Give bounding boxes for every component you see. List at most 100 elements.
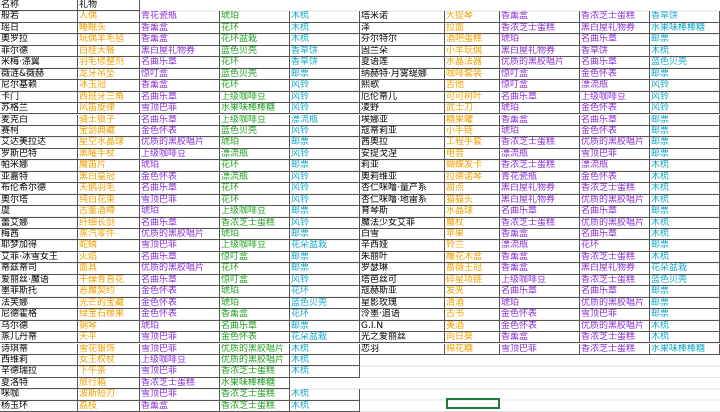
cell[interactable]: 木梳 bbox=[290, 22, 360, 35]
cell[interactable]: 酒吧蛋糕 bbox=[445, 34, 500, 46]
cell[interactable]: 漂流瓶 bbox=[500, 240, 580, 252]
cell[interactable]: 金色怀表 bbox=[140, 286, 220, 298]
cell[interactable]: 火焰 bbox=[78, 251, 140, 264]
cell[interactable]: 名曲乐章 bbox=[500, 91, 580, 104]
cell[interactable]: 风铃 bbox=[650, 80, 720, 92]
cell[interactable]: 漂流瓶 bbox=[220, 148, 290, 161]
cell[interactable]: 旅行箱 bbox=[78, 377, 140, 390]
cell[interactable]: 恋羽 bbox=[360, 343, 445, 355]
cell[interactable]: 雪顶巴菲 bbox=[140, 240, 220, 252]
cell[interactable]: 女王权杖 bbox=[78, 354, 140, 367]
cell[interactable]: 金色怀表 bbox=[580, 103, 650, 115]
cell[interactable]: 木梳 bbox=[650, 45, 720, 58]
cell[interactable]: 杏仁咪噜·量产系 bbox=[360, 183, 445, 195]
cell[interactable]: 优质的黑胶唱片 bbox=[140, 229, 220, 241]
cell[interactable]: 优质的黑胶唱片 bbox=[220, 343, 290, 355]
cell[interactable]: G.I.N bbox=[360, 320, 445, 333]
cell[interactable]: 风铃 bbox=[290, 171, 360, 184]
cell[interactable]: 名曲乐章 bbox=[140, 183, 220, 195]
cell[interactable]: 漂流瓶 bbox=[580, 160, 650, 172]
cell[interactable]: 黑白屋礼物券 bbox=[140, 45, 220, 58]
cell[interactable]: 电音 bbox=[445, 148, 500, 161]
cell[interactable]: 名曲乐章 bbox=[140, 251, 220, 264]
cell[interactable]: 香薰盒 bbox=[500, 229, 580, 241]
cell[interactable]: 蕾艾娜 bbox=[0, 217, 78, 229]
cell[interactable]: 绿宝石橡果 bbox=[78, 309, 140, 321]
cell[interactable]: 卡门 bbox=[0, 91, 78, 104]
cell[interactable]: 风铃 bbox=[650, 91, 720, 104]
cell[interactable]: 碎星项链 bbox=[445, 274, 500, 287]
cell[interactable]: 香浓芝士蛋糕 bbox=[580, 332, 650, 344]
cell[interactable]: 水晶法器 bbox=[445, 57, 500, 69]
cell[interactable]: 小羊玩偶 bbox=[445, 45, 500, 58]
cell[interactable]: 琥珀 bbox=[140, 160, 220, 172]
cell[interactable]: 漂流瓶 bbox=[220, 171, 290, 184]
cell[interactable]: 安提戈涅 bbox=[360, 148, 445, 161]
cell[interactable]: 风铃 bbox=[290, 125, 360, 138]
cell[interactable]: 名称 bbox=[0, 0, 78, 12]
cell[interactable]: 邮票 bbox=[290, 68, 360, 81]
cell[interactable]: 工程手套 bbox=[445, 137, 500, 149]
cell[interactable]: 香浓芝士蛋糕 bbox=[580, 251, 650, 264]
cell[interactable]: 蒸汽零件 bbox=[78, 229, 140, 241]
cell[interactable]: 赛柯 bbox=[0, 125, 78, 138]
cell[interactable]: 奥罗拉 bbox=[0, 34, 78, 46]
cell[interactable]: 天鹅羽毛 bbox=[78, 183, 140, 195]
cell[interactable]: 瑶日 bbox=[0, 22, 78, 35]
cell[interactable]: 邮票 bbox=[650, 286, 720, 298]
cell[interactable]: 辛德瑞拉 bbox=[0, 366, 78, 378]
cell[interactable]: 花环 bbox=[220, 263, 290, 275]
cell[interactable]: 金色怀表 bbox=[580, 171, 650, 184]
cell[interactable]: 魔笛片 bbox=[78, 160, 140, 172]
cell[interactable]: 香薰盒 bbox=[140, 34, 220, 46]
cell[interactable]: 雪顶巴菲 bbox=[140, 389, 220, 401]
cell[interactable]: 育琴斯 bbox=[360, 206, 445, 218]
cell[interactable]: 蓝色贝壳 bbox=[220, 68, 290, 81]
cell[interactable]: 波斯短刃 bbox=[78, 389, 140, 401]
cell[interactable]: 棉花糖 bbox=[445, 343, 500, 355]
cell[interactable]: 上级咖啡豆 bbox=[500, 274, 580, 287]
cell[interactable]: 琥珀 bbox=[220, 286, 290, 298]
cell[interactable]: 琥珀 bbox=[220, 11, 290, 23]
cell[interactable]: 琥珀 bbox=[500, 297, 580, 310]
cell[interactable]: 香浓芝士蛋糕 bbox=[580, 274, 650, 287]
cell[interactable]: 蝴蝶发卡 bbox=[445, 160, 500, 172]
cell[interactable]: 玩偶羊毛毡 bbox=[78, 34, 140, 46]
cell[interactable]: 金色怀表 bbox=[580, 125, 650, 138]
cell[interactable]: 尼尔基赖 bbox=[0, 80, 78, 92]
cell[interactable]: 名曲乐章 bbox=[140, 91, 220, 104]
cell[interactable]: 惊叮盒 bbox=[140, 68, 220, 81]
cell[interactable]: 木梳 bbox=[650, 183, 720, 195]
cell[interactable]: 名曲乐章 bbox=[220, 320, 290, 333]
cell[interactable]: 咪咖 bbox=[0, 389, 78, 401]
cell[interactable]: 邮票 bbox=[290, 137, 360, 149]
cell[interactable]: 青花瓷瓶 bbox=[500, 171, 580, 184]
cell[interactable]: 米梅·涤翼 bbox=[0, 57, 78, 69]
cell[interactable]: 花环 bbox=[580, 240, 650, 252]
cell[interactable]: 香薰盒 bbox=[220, 309, 290, 321]
cell[interactable]: 琥珀 bbox=[140, 320, 220, 333]
cell[interactable]: 名曲乐章 bbox=[500, 286, 580, 298]
cell[interactable]: 邮票 bbox=[650, 240, 720, 252]
cell[interactable]: 优质的黑胶唱片 bbox=[500, 57, 580, 69]
cell[interactable]: 雪顶巴菲 bbox=[500, 343, 580, 355]
cell[interactable]: 上级咖啡豆 bbox=[220, 240, 290, 252]
cell[interactable]: 邮票 bbox=[650, 309, 720, 321]
cell[interactable]: 邮票 bbox=[290, 206, 360, 218]
cell[interactable]: 木梳 bbox=[290, 400, 360, 412]
cell[interactable]: 古书 bbox=[445, 309, 500, 321]
cell[interactable]: 名曲乐章 bbox=[580, 206, 650, 218]
cell[interactable]: 青花瓷瓶 bbox=[140, 11, 220, 23]
cell[interactable]: 星影玫瑰 bbox=[360, 297, 445, 310]
cell[interactable]: 茜奥拉 bbox=[360, 137, 445, 149]
cell[interactable]: 名曲乐章 bbox=[140, 114, 220, 126]
cell[interactable]: 黑白屋礼物券 bbox=[500, 183, 580, 195]
cell[interactable]: 花环 bbox=[220, 22, 290, 35]
cell[interactable]: 木梳 bbox=[290, 343, 360, 355]
cell[interactable]: 香浓芝士蛋糕 bbox=[580, 11, 650, 23]
cell[interactable]: 龙牙吊坠 bbox=[78, 68, 140, 81]
cell[interactable]: 香浓芝士蛋糕 bbox=[580, 183, 650, 195]
cell[interactable]: 金色怀表 bbox=[580, 68, 650, 81]
cell[interactable]: 上级咖啡豆 bbox=[220, 206, 290, 218]
cell[interactable]: 苹果 bbox=[445, 229, 500, 241]
